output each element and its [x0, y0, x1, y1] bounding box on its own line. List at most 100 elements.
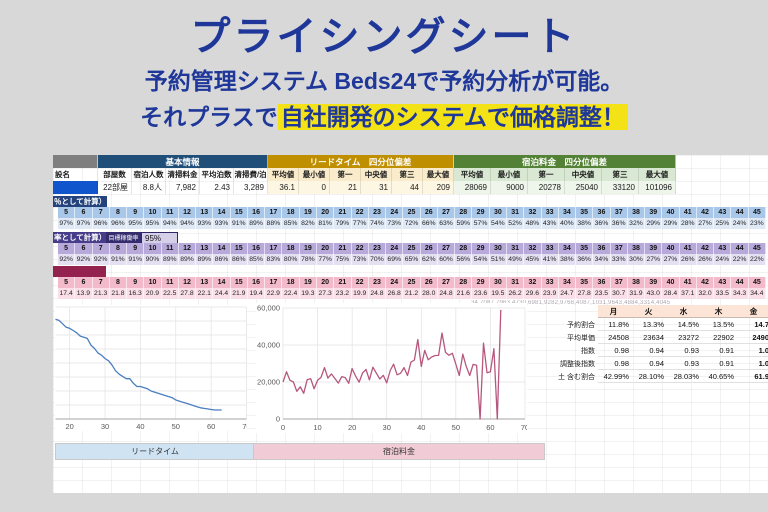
- day-cell: 9: [127, 277, 145, 288]
- price-header-cell: 平均値: [454, 168, 491, 181]
- percent-cell: 54%: [490, 218, 507, 229]
- percent-cell: 97%: [75, 218, 93, 229]
- blue-band-days: 5 6 7 8 9 10 11 12 13 14 15 16 17 18 19 20 21 22 23 24 25 26 2…: [58, 207, 766, 218]
- value-cell: 19.4: [248, 288, 266, 299]
- day-cell: 28: [455, 243, 473, 254]
- percent-cell: 51%: [490, 254, 507, 265]
- day-cell: 11: [162, 207, 179, 218]
- day-cell: 26: [421, 207, 438, 218]
- day-cell: 11: [162, 243, 179, 254]
- value-cell: 19.5: [490, 288, 507, 299]
- day-cell: 13: [196, 277, 214, 288]
- section-leadtime-header: リードタイム 四分位偏差: [268, 155, 454, 168]
- table-row: 指数 0.98 0.94 0.93 0.91 1.0: [558, 344, 768, 357]
- day-cell: 33: [542, 277, 559, 288]
- value-cell: 23.6: [472, 288, 490, 299]
- day-cell: 10: [144, 207, 162, 218]
- percent-cell: 23%: [749, 218, 766, 229]
- day-cell: 13: [196, 243, 214, 254]
- row-label: 土 含む割合: [558, 373, 595, 381]
- day-cell: 27: [438, 277, 456, 288]
- day-cell: 6: [75, 277, 93, 288]
- value-cell: 21.8: [110, 288, 128, 299]
- percent-cell: 89%: [248, 218, 266, 229]
- percent-cell: 26%: [680, 254, 697, 265]
- value-cell: 23.5: [593, 288, 611, 299]
- percent-cell: 63%: [438, 218, 456, 229]
- weekday-header-cell: 月: [598, 305, 633, 318]
- row-values: 11.8% 13.3% 14.5% 13.5% 14.7: [598, 318, 768, 331]
- value-cell: 28.0: [421, 288, 438, 299]
- basic-values: 22部屋 8.8人 7,982 2.43 3,289: [98, 181, 268, 194]
- day-cell: 7: [93, 243, 110, 254]
- day-cell: 29: [472, 277, 490, 288]
- value-cell: 31.9: [628, 288, 646, 299]
- svg-text:50: 50: [452, 423, 460, 432]
- day-cell: 19: [300, 277, 318, 288]
- value-cell: 23634: [633, 331, 668, 344]
- row-values: 24508 23634 23272 22902 2490: [598, 331, 768, 344]
- day-cell: 25: [403, 277, 421, 288]
- percent-cell: 36%: [576, 254, 594, 265]
- value-cell: 21.6: [455, 288, 473, 299]
- leadtime-header-cell: 中央値: [361, 168, 392, 181]
- percent-cell: 91%: [231, 218, 248, 229]
- percent-cell: 30%: [628, 254, 646, 265]
- row-label: 平均単価: [567, 334, 595, 342]
- section-basic-header: 基本情報: [98, 155, 268, 168]
- day-cell: 34: [559, 207, 577, 218]
- percent-cell: 75%: [334, 254, 352, 265]
- value-cell: 28.03%: [668, 370, 703, 383]
- day-cell: 42: [697, 277, 715, 288]
- basic-value-cell: 8.8人: [132, 181, 166, 194]
- percent-cell: 89%: [179, 254, 197, 265]
- day-cell: 42: [697, 207, 715, 218]
- day-cell: 45: [749, 207, 766, 218]
- day-cell: 12: [179, 277, 197, 288]
- value-cell: 26.2: [507, 288, 525, 299]
- price-value-cell: 9000: [491, 181, 528, 194]
- value-cell: 11.8%: [598, 318, 633, 331]
- percent-cell: 96%: [93, 218, 110, 229]
- value-cell: 34.3: [731, 288, 749, 299]
- day-cell: 12: [179, 243, 197, 254]
- day-cell: 18: [282, 277, 300, 288]
- percent-cell: 90%: [144, 254, 162, 265]
- percent-cell: 96%: [110, 218, 128, 229]
- percent-cell: 82%: [300, 218, 318, 229]
- day-cell: 6: [75, 243, 93, 254]
- day-cell: 8: [110, 243, 128, 254]
- day-cell: 28: [455, 277, 473, 288]
- percent-cell: 70%: [369, 254, 387, 265]
- percent-cell: 88%: [265, 218, 283, 229]
- day-cell: 32: [524, 243, 542, 254]
- value-cell: 1.0: [738, 344, 768, 357]
- day-cell: 5: [58, 207, 76, 218]
- percent-cell: 36%: [593, 218, 611, 229]
- weekday-header-cell: 水: [668, 305, 703, 318]
- percent-cell: 45%: [524, 254, 542, 265]
- value-cell: 24.4: [213, 288, 231, 299]
- percent-cell: 95%: [144, 218, 162, 229]
- day-cell: 7: [93, 207, 110, 218]
- pink-band-values: 17.4 13.9 21.3 21.8 16.3 20.9 22.5 27.8 22.1 24.4…: [58, 288, 766, 299]
- day-cell: 15: [231, 207, 248, 218]
- percent-cell: 29%: [645, 218, 663, 229]
- percent-cell: 79%: [334, 218, 352, 229]
- day-cell: 16: [248, 277, 266, 288]
- value-cell: 2490: [738, 331, 768, 344]
- value-cell: 24.8: [369, 288, 387, 299]
- percent-cell: 94%: [179, 218, 197, 229]
- svg-text:40: 40: [417, 423, 425, 432]
- corner-gray-cell: [53, 155, 98, 168]
- svg-text:20: 20: [65, 422, 73, 431]
- day-cell: 39: [645, 277, 663, 288]
- percent-cell: 38%: [559, 254, 577, 265]
- leadtime-header-cell: 最小値: [299, 168, 330, 181]
- value-cell: 24.7: [559, 288, 577, 299]
- value-cell: 21.9: [231, 288, 248, 299]
- day-cell: 21: [334, 243, 352, 254]
- day-cell: 38: [628, 207, 646, 218]
- day-cell: 43: [714, 207, 732, 218]
- percent-cell: 89%: [162, 254, 179, 265]
